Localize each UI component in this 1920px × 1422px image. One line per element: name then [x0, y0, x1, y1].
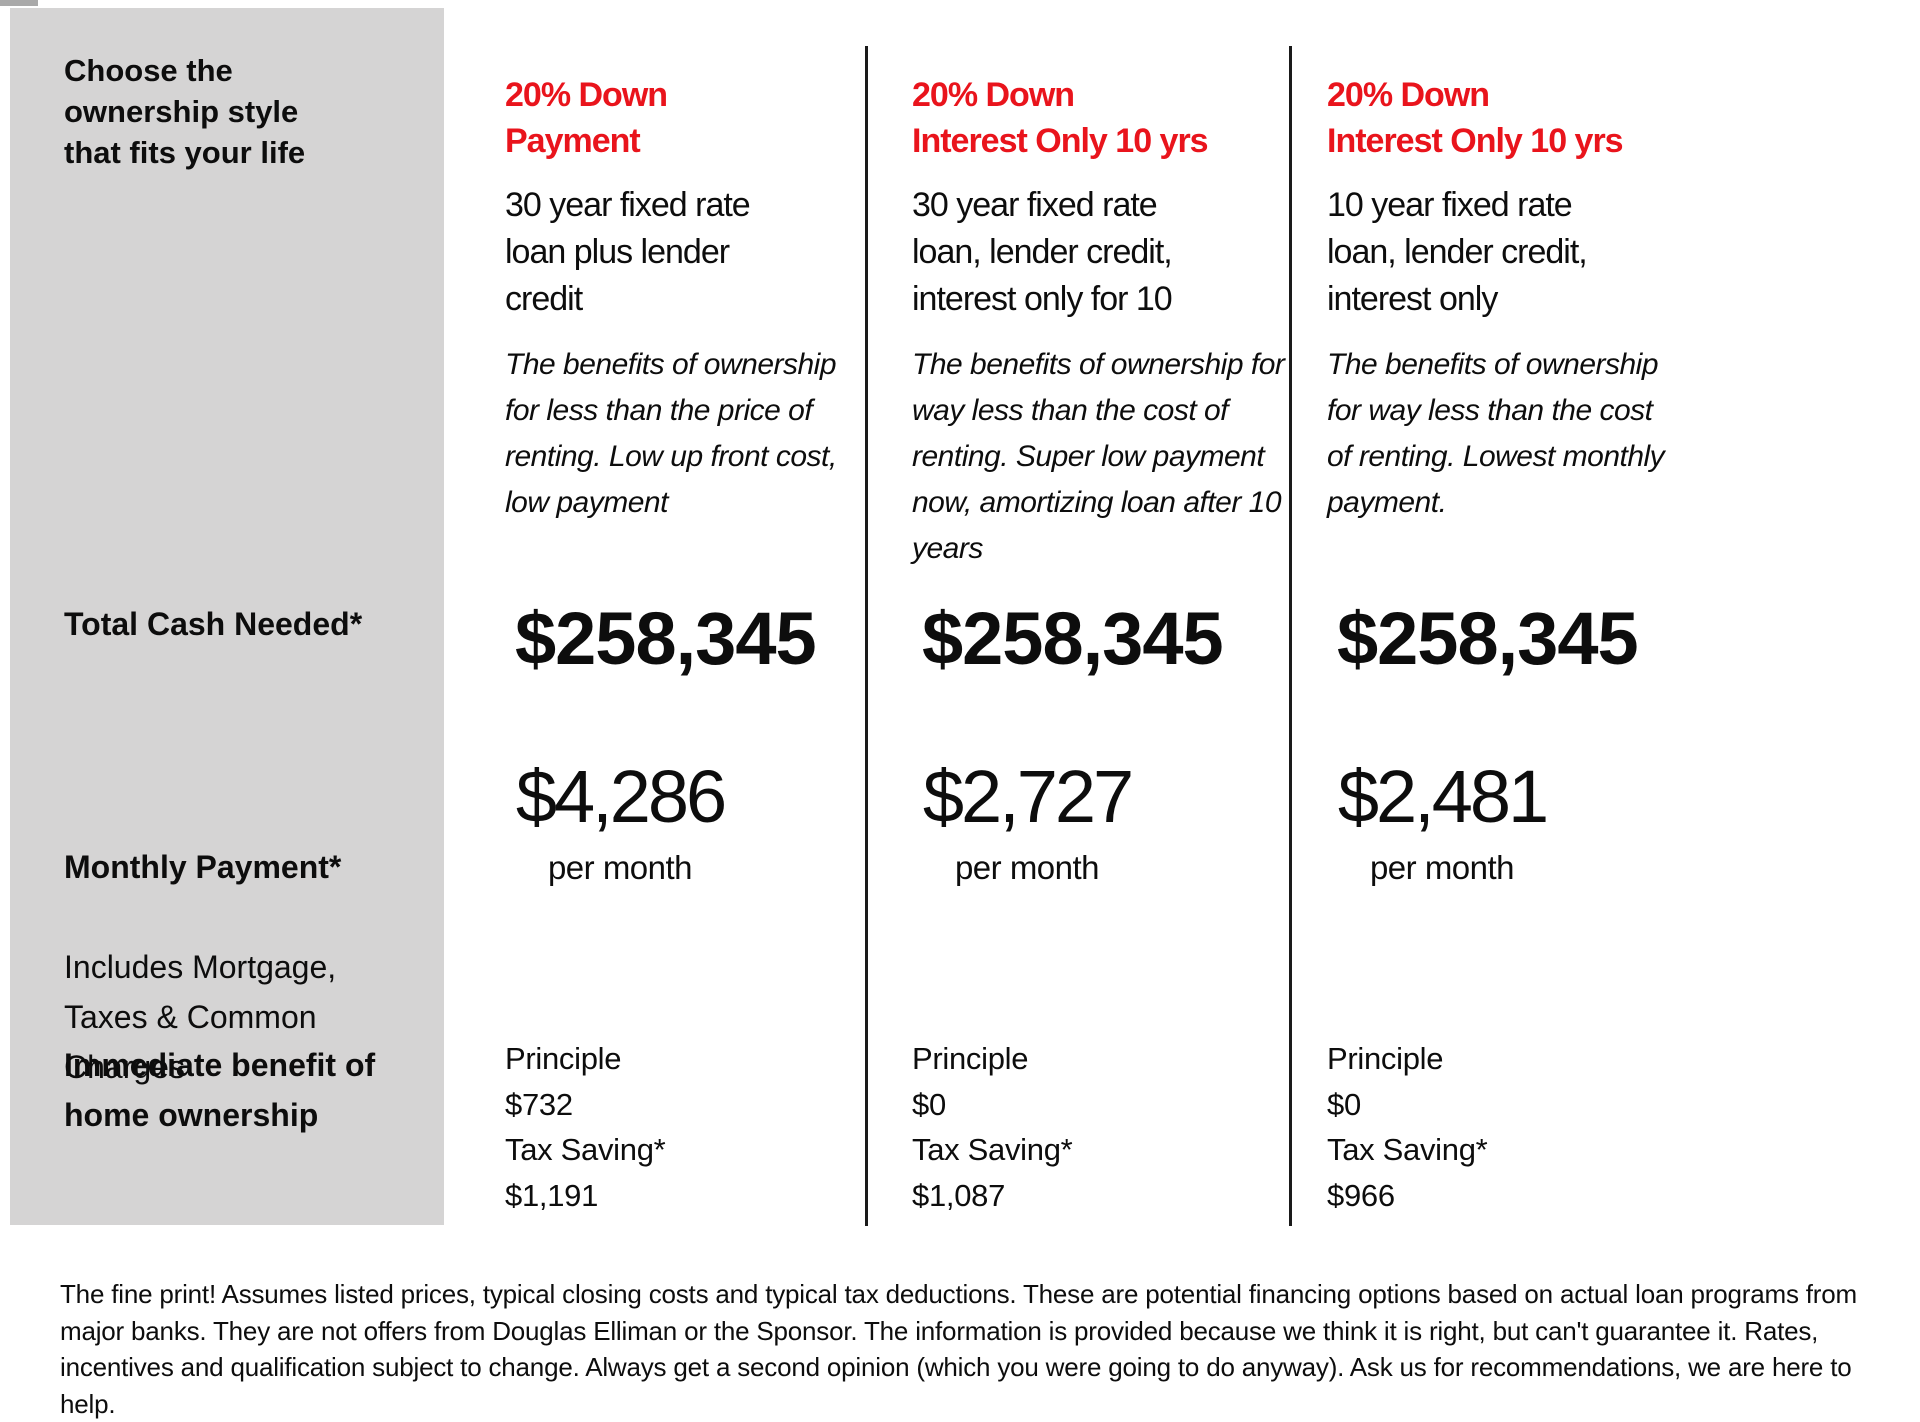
- offer-title: 20% Down Interest Only 10 yrs: [1327, 76, 1624, 160]
- total-cash-value: $258,345: [922, 597, 1224, 680]
- column-divider-2: [1289, 46, 1292, 1226]
- monthly-payment-block: $2,481 per month: [1327, 756, 1557, 887]
- tax-saving-label: Tax Saving*: [505, 1132, 666, 1167]
- offer-column-1: 20% Down Payment 30 year fixed rate loan…: [505, 0, 865, 1381]
- monthly-payment-block: $4,286 per month: [505, 756, 735, 887]
- monthly-payment-value: $2,481: [1337, 755, 1549, 838]
- offer-subtitle: 30 year fixed rate loan plus lender cred…: [505, 186, 751, 318]
- offer-header-block: 20% Down Payment 30 year fixed rate loan…: [505, 54, 751, 341]
- principle-label: Principle: [505, 1041, 622, 1076]
- per-month-label: per month: [547, 849, 693, 887]
- principle-value: $732: [505, 1086, 573, 1122]
- benefit-block: Principle $0 Tax Saving* $966: [1327, 1036, 1488, 1218]
- row-label-monthly-payment: Monthly Payment* Includes Mortgage, Taxe…: [64, 792, 404, 1142]
- row-label-sidebar: [10, 8, 444, 1225]
- offer-header-block: 20% Down Interest Only 10 yrs 30 year fi…: [912, 54, 1209, 341]
- column-divider-1: [865, 46, 868, 1226]
- benefit-block: Principle $732 Tax Saving* $1,191: [505, 1036, 666, 1218]
- scan-artifact: [0, 0, 38, 6]
- tax-saving-label: Tax Saving*: [1327, 1132, 1488, 1167]
- offer-title: 20% Down Interest Only 10 yrs: [912, 76, 1209, 160]
- offer-description: The benefits of ownership for way less t…: [912, 348, 1285, 565]
- principle-value: $0: [1327, 1086, 1361, 1122]
- monthly-payment-sublabel: Includes Mortgage, Taxes & Common Charge…: [64, 949, 337, 1085]
- offer-title: 20% Down Payment: [505, 76, 668, 160]
- flyer-page: Choose the ownership style that fits you…: [0, 0, 1858, 1419]
- tax-saving-label: Tax Saving*: [912, 1132, 1073, 1167]
- total-cash-value: $258,345: [1337, 597, 1639, 680]
- per-month-label: per month: [1369, 849, 1515, 887]
- principle-value: $0: [912, 1086, 946, 1122]
- offer-column-3: 20% Down Interest Only 10 yrs 10 year fi…: [1327, 0, 1737, 1381]
- offer-description: The benefits of ownership for way less t…: [1327, 348, 1665, 519]
- monthly-payment-value: $2,727: [922, 755, 1134, 838]
- offer-subtitle: 30 year fixed rate loan, lender credit, …: [912, 186, 1173, 318]
- benefit-block: Principle $0 Tax Saving* $1,087: [912, 1036, 1073, 1218]
- monthly-payment-label: Monthly Payment*: [64, 849, 342, 885]
- tax-saving-value: $1,191: [505, 1177, 599, 1213]
- total-cash-value: $258,345: [515, 597, 817, 680]
- tax-saving-value: $966: [1327, 1177, 1395, 1213]
- offer-column-2: 20% Down Interest Only 10 yrs 30 year fi…: [912, 0, 1287, 1381]
- row-label-total-cash: Total Cash Needed*: [64, 606, 363, 642]
- offer-subtitle: 10 year fixed rate loan, lender credit, …: [1327, 186, 1588, 318]
- principle-label: Principle: [1327, 1041, 1444, 1076]
- principle-label: Principle: [912, 1041, 1029, 1076]
- per-month-label: per month: [954, 849, 1100, 887]
- offer-header-block: 20% Down Interest Only 10 yrs 10 year fi…: [1327, 54, 1624, 341]
- intro-heading: Choose the ownership style that fits you…: [64, 53, 306, 170]
- offer-description: The benefits of ownership for less than …: [505, 348, 837, 519]
- tax-saving-value: $1,087: [912, 1177, 1006, 1213]
- monthly-payment-block: $2,727 per month: [912, 756, 1142, 887]
- monthly-payment-value: $4,286: [515, 755, 727, 838]
- fine-print-text: The fine print! Assumes listed prices, t…: [60, 1279, 1857, 1419]
- row-label-benefit: Immediate benefit of home ownership: [64, 1047, 376, 1133]
